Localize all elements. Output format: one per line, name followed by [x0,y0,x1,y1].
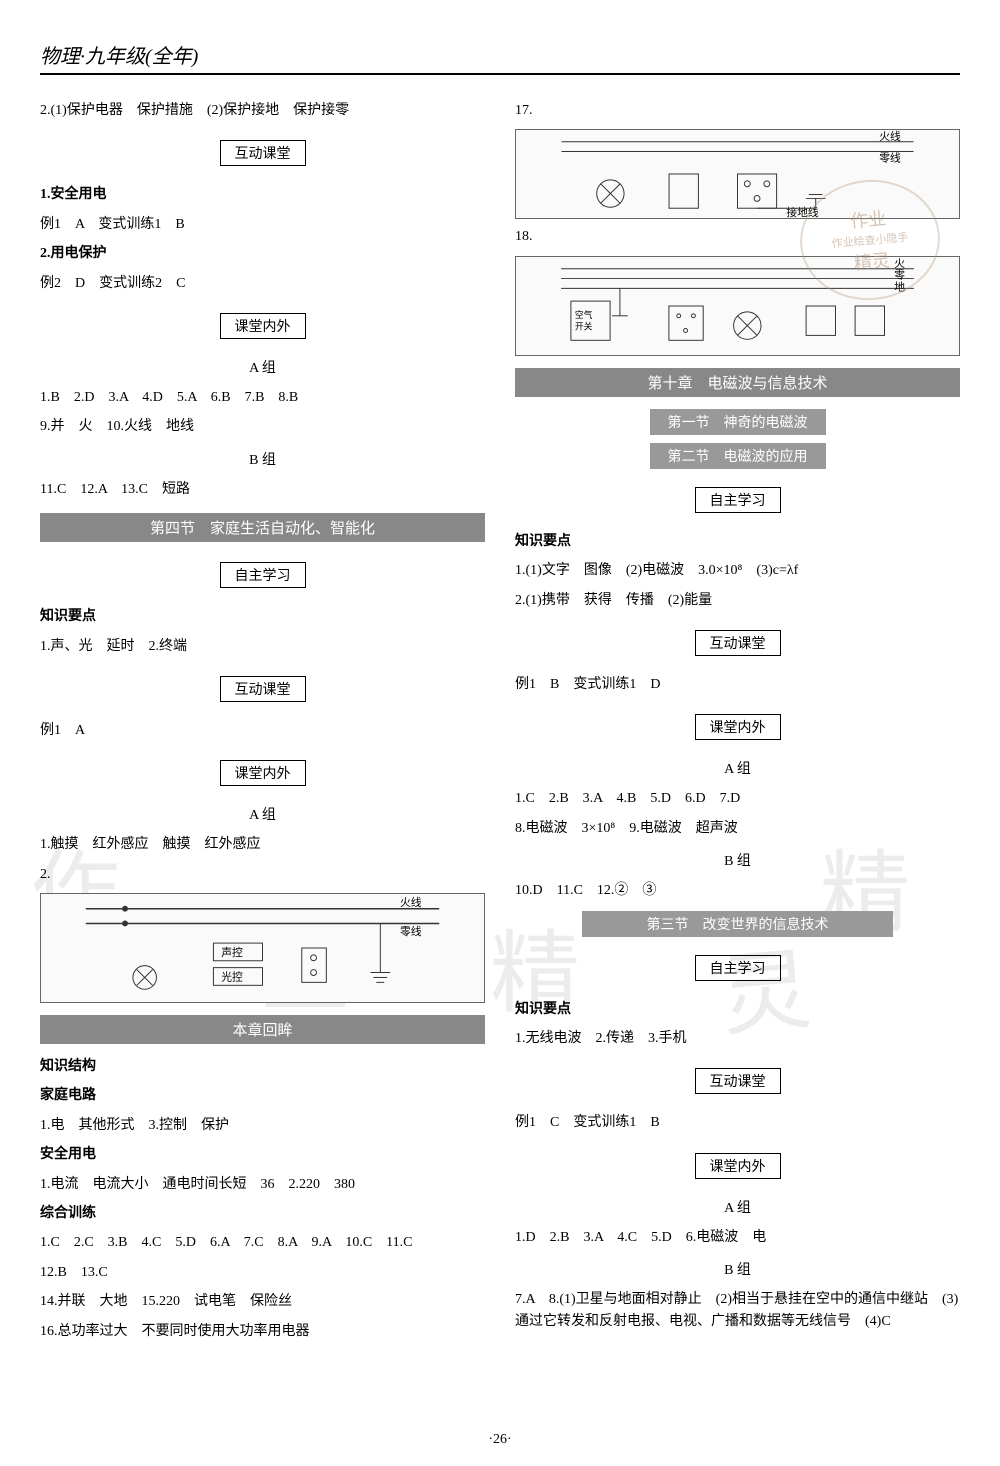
box-label: 互动课堂 [220,676,306,702]
box-label: 课堂内外 [695,714,781,740]
text-line: 例2 D 变式训练2 C [40,273,485,295]
zero-label: 零线 [400,924,422,938]
stamp-line: 精灵 [853,246,891,275]
text-line: 1.C 2.B 3.A 4.B 5.D 6.D 7.D [515,788,960,810]
text-line: 8.电磁波 3×10⁸ 9.电磁波 超声波 [515,818,960,840]
text-line: 家庭电路 [40,1085,485,1107]
text-line: 2. [40,864,485,886]
subsection-bar: 第一节 神奇的电磁波 [650,409,826,435]
text-line: 1.声、光 延时 2.终端 [40,636,485,658]
section-bar: 第十章 电磁波与信息技术 [515,368,960,397]
text-line: 1.(1)文字 图像 (2)电磁波 3.0×10⁸ (3)c=λf [515,560,960,582]
circuit-diagram-2: 火线 零线 声控 光控 [40,893,485,1003]
svg-text:空气: 空气 [575,309,593,320]
text-line: 知识要点 [515,999,960,1021]
text-line: 14.并联 大地 15.220 试电笔 保险丝 [40,1291,485,1313]
text-line: 1.B 2.D 3.A 4.D 5.A 6.B 7.B 8.B [40,387,485,409]
svg-text:开关: 开关 [575,320,593,331]
svg-text:零线: 零线 [879,152,901,165]
left-column: 2.(1)保护电器 保护措施 (2)保护接地 保护接零 互动课堂 1.安全用电 … [40,93,485,1350]
box-label: 自主学习 [695,955,781,981]
box-label: 自主学习 [695,487,781,513]
text-line: 17. [515,100,960,122]
text-line: 1.D 2.B 3.A 4.C 5.D 6.电磁波 电 [515,1227,960,1249]
text-line: 16.总功率过大 不要同时使用大功率用电器 [40,1321,485,1343]
text-line: 2.用电保护 [40,243,485,265]
section-bar: 第四节 家庭生活自动化、智能化 [40,513,485,542]
group-label: A 组 [515,758,960,778]
text-line: 例1 A 变式训练1 B [40,214,485,236]
item-num: 2. [40,867,51,882]
text-line: 1.C 2.C 3.B 4.C 5.D 6.A 7.C 8.A 9.A 10.C… [40,1232,485,1254]
box-label: 互动课堂 [695,630,781,656]
group-label: B 组 [40,449,485,469]
group-label: B 组 [515,850,960,870]
text-line: 7.A 8.(1)卫星与地面相对静止 (2)相当于悬挂在空中的通信中继站 (3)… [515,1289,960,1334]
group-label: A 组 [40,357,485,377]
box-label: 互动课堂 [220,140,306,166]
subsection-bar: 第三节 改变世界的信息技术 [582,911,894,937]
light-ctrl-label: 光控 [221,969,243,983]
box-label: 课堂内外 [220,313,306,339]
text-line: 2.(1)保护电器 保护措施 (2)保护接地 保护接零 [40,100,485,122]
text-line: 例1 C 变式训练1 B [515,1112,960,1134]
section-bar: 本章回眸 [40,1015,485,1044]
page-header: 物理·九年级(全年) [40,40,960,75]
text-line: 1.触摸 红外感应 触摸 红外感应 [40,834,485,856]
text-line: 2.(1)携带 获得 传播 (2)能量 [515,590,960,612]
text-line: 知识结构 [40,1056,485,1078]
text-line: 综合训练 [40,1203,485,1225]
box-label: 课堂内外 [220,760,306,786]
group-label: B 组 [515,1259,960,1279]
text-line: 例1 A [40,720,485,742]
text-line: 例1 B 变式训练1 D [515,674,960,696]
group-label: A 组 [515,1197,960,1217]
sound-ctrl-label: 声控 [221,945,243,959]
text-line: 知识要点 [40,606,485,628]
box-label: 课堂内外 [695,1153,781,1179]
text-line: 11.C 12.A 13.C 短路 [40,479,485,501]
stamp-line: 作业 [849,205,887,234]
subsection-bar: 第二节 电磁波的应用 [650,443,826,469]
text-line: 1.电流 电流大小 通电时间长短 36 2.220 380 [40,1174,485,1196]
text-line: 1.安全用电 [40,184,485,206]
text-line: 9.并 火 10.火线 地线 [40,416,485,438]
text-line: 1.无线电波 2.传递 3.手机 [515,1028,960,1050]
box-label: 自主学习 [220,562,306,588]
text-line: 安全用电 [40,1144,485,1166]
box-label: 互动课堂 [695,1068,781,1094]
text-line: 知识要点 [515,531,960,553]
text-line: 1.电 其他形式 3.控制 保护 [40,1115,485,1137]
fire-label: 火线 [400,895,422,909]
group-label: A 组 [40,804,485,824]
text-line: 10.D 11.C 12.② ③ [515,880,960,902]
svg-text:火线: 火线 [879,130,901,143]
text-line: 12.B 13.C [40,1262,485,1284]
page-number: ·26· [488,1432,511,1448]
